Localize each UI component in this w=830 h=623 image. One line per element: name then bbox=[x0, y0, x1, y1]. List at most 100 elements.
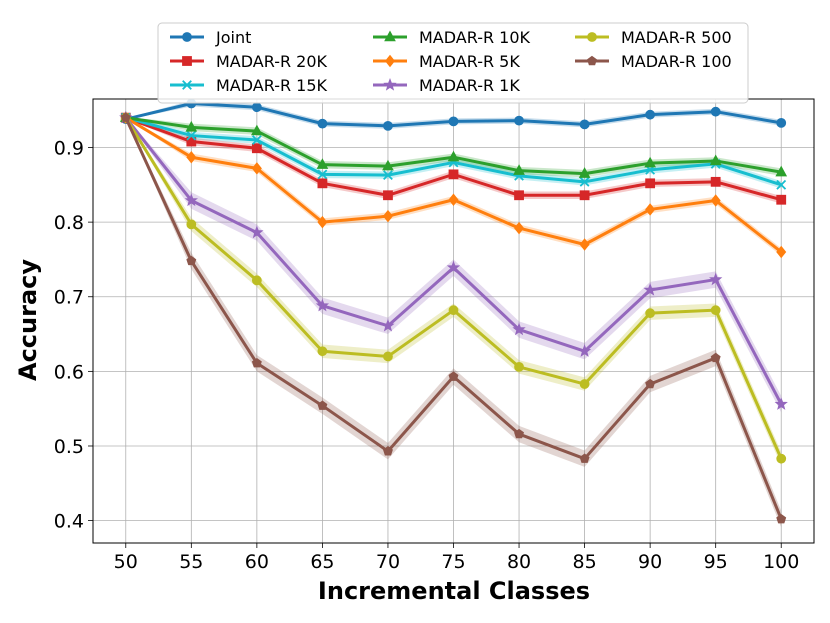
data-point-madar-r-100 bbox=[317, 400, 328, 410]
data-point-madar-r-5k bbox=[382, 209, 393, 223]
data-point-joint bbox=[776, 117, 787, 128]
data-point-madar-r-1k bbox=[577, 344, 592, 357]
y-tick-label: 0.9 bbox=[54, 138, 84, 160]
data-point-joint bbox=[251, 102, 262, 113]
legend-item-madar-r-100: MADAR-R 100 bbox=[575, 52, 732, 71]
data-point-madar-r-20k bbox=[448, 169, 459, 180]
y-tick-label: 0.7 bbox=[54, 287, 84, 309]
data-point-madar-r-20k bbox=[645, 178, 656, 189]
data-point-joint bbox=[448, 116, 459, 127]
data-point-madar-r-15k bbox=[776, 179, 787, 190]
legend-box bbox=[157, 22, 749, 104]
legend-label: MADAR-R 500 bbox=[621, 28, 732, 47]
legend-item-madar-r-20k: MADAR-R 20K bbox=[170, 52, 328, 71]
data-point-madar-r-15k bbox=[317, 169, 328, 180]
data-point-madar-r-5k bbox=[317, 215, 328, 229]
data-point-joint bbox=[383, 120, 393, 131]
data-point-madar-r-5k bbox=[251, 162, 262, 175]
data-point-madar-r-10k bbox=[185, 120, 198, 132]
data-point-madar-r-15k bbox=[579, 176, 590, 187]
data-point-madar-r-500 bbox=[514, 361, 524, 372]
legend-item-madar-r-10k: MADAR-R 10K bbox=[373, 28, 531, 47]
legend-marker bbox=[182, 56, 192, 66]
data-point-madar-r-1k bbox=[709, 272, 723, 286]
data-point-madar-r-20k bbox=[776, 194, 787, 205]
data-point-madar-r-5k bbox=[514, 221, 525, 235]
legend-label: Joint bbox=[215, 28, 251, 47]
data-point-madar-r-10k bbox=[644, 156, 656, 168]
data-point-madar-r-20k bbox=[317, 178, 328, 189]
band-madar-r-100 bbox=[125, 116, 782, 528]
legend-label: MADAR-R 10K bbox=[419, 28, 531, 47]
data-point-madar-r-15k bbox=[383, 170, 393, 181]
data-point-madar-r-10k bbox=[709, 154, 722, 166]
legend-item-madar-r-5k: MADAR-R 5K bbox=[373, 52, 520, 71]
legend-marker bbox=[182, 80, 192, 90]
x-axis-ticks: 50 55 60 65 70 75 80 85 90 95 100 bbox=[114, 543, 799, 573]
legend-label: MADAR-R 100 bbox=[621, 52, 732, 71]
y-tick-label: 0.4 bbox=[54, 511, 84, 533]
data-point-joint bbox=[317, 118, 328, 129]
x-tick-label: 75 bbox=[441, 551, 465, 573]
y-tick-label: 0.6 bbox=[54, 361, 84, 383]
data-point-madar-r-1k bbox=[446, 260, 461, 274]
x-tick-label: 70 bbox=[376, 551, 400, 573]
data-point-madar-r-100 bbox=[251, 357, 262, 368]
x-tick-label: 85 bbox=[572, 551, 596, 573]
data-point-madar-r-20k bbox=[579, 190, 590, 201]
x-axis-title: Incremental Classes bbox=[318, 577, 590, 605]
x-tick-label: 90 bbox=[638, 551, 662, 573]
data-point-madar-r-500 bbox=[776, 453, 787, 464]
data-point-madar-r-20k bbox=[710, 176, 721, 187]
y-axis-ticks: 0.4 0.5 0.6 0.7 0.8 0.9 bbox=[54, 138, 93, 533]
data-point-madar-r-500 bbox=[186, 219, 197, 230]
x-tick-label: 100 bbox=[763, 551, 799, 573]
data-point-madar-r-1k bbox=[250, 225, 264, 239]
legend-marker bbox=[384, 30, 396, 42]
data-point-madar-r-500 bbox=[383, 351, 393, 362]
series-lines bbox=[119, 98, 788, 524]
data-point-joint bbox=[645, 109, 656, 120]
x-tick-label: 55 bbox=[179, 551, 203, 573]
y-tick-label: 0.8 bbox=[54, 212, 84, 234]
data-point-madar-r-5k bbox=[186, 150, 197, 164]
data-point-madar-r-100 bbox=[776, 513, 787, 524]
x-tick-label: 50 bbox=[114, 551, 138, 573]
legend-marker bbox=[587, 55, 597, 66]
data-point-madar-r-500 bbox=[710, 305, 721, 316]
data-point-madar-r-10k bbox=[775, 165, 788, 177]
data-point-madar-r-10k bbox=[513, 164, 525, 175]
data-point-madar-r-5k bbox=[579, 238, 590, 251]
data-point-madar-r-100 bbox=[579, 453, 590, 463]
data-point-madar-r-20k bbox=[514, 190, 524, 201]
data-point-madar-r-1k bbox=[512, 322, 526, 336]
data-point-joint bbox=[710, 106, 721, 117]
data-point-madar-r-100 bbox=[514, 428, 525, 439]
legend-marker bbox=[182, 32, 192, 42]
data-point-madar-r-1k bbox=[315, 298, 330, 312]
x-tick-label: 60 bbox=[245, 551, 269, 573]
legend-marker bbox=[384, 54, 396, 68]
data-point-madar-r-100 bbox=[186, 255, 197, 266]
legend-item-madar-r-500: MADAR-R 500 bbox=[575, 28, 732, 47]
data-point-madar-r-100 bbox=[382, 445, 393, 456]
legend: Joint MADAR-R 20K MADAR-R 15K MADAR-R 10K MA… bbox=[157, 22, 749, 104]
data-point-madar-r-5k bbox=[776, 245, 787, 259]
data-point-madar-r-100 bbox=[448, 371, 459, 381]
legend-item-joint: Joint bbox=[170, 28, 251, 47]
data-point-madar-r-10k bbox=[382, 159, 394, 171]
data-point-madar-r-1k bbox=[381, 318, 395, 332]
data-point-madar-r-5k bbox=[710, 194, 721, 207]
data-point-madar-r-5k bbox=[448, 193, 459, 207]
data-point-madar-r-20k bbox=[383, 190, 393, 201]
data-point-madar-r-5k bbox=[645, 203, 656, 216]
data-point-madar-r-10k bbox=[316, 158, 329, 169]
data-point-madar-r-1k bbox=[643, 283, 657, 296]
data-point-madar-r-500 bbox=[317, 346, 328, 357]
legend-marker bbox=[383, 78, 397, 91]
y-tick-label: 0.5 bbox=[54, 436, 84, 458]
data-point-madar-r-100 bbox=[710, 352, 721, 363]
data-point-madar-r-1k bbox=[184, 193, 198, 207]
data-point-madar-r-10k bbox=[578, 167, 591, 178]
data-point-madar-r-500 bbox=[645, 308, 656, 319]
